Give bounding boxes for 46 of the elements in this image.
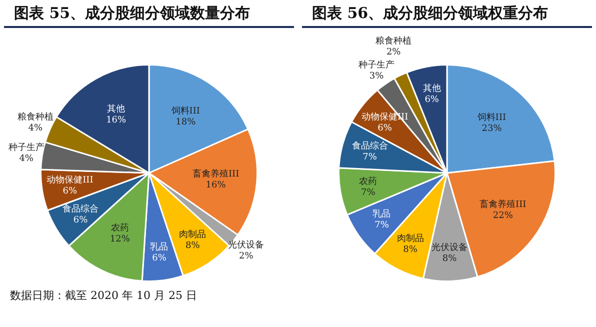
slice-label: 乳品 (372, 208, 391, 220)
slice-label: 种子生产 (358, 60, 395, 70)
slice-label: 农药 (110, 222, 129, 234)
data-label: 23% (482, 124, 502, 134)
slice-label: 畜禽养殖III (192, 168, 240, 180)
slice-label: 乳品 (150, 241, 168, 252)
data-label: 7% (362, 152, 378, 162)
text: 数据日期：截至 2020 年 10 月 25 日 (10, 288, 198, 303)
chart-title: 图表 56、成分股细分领域权重分布 (302, 0, 592, 28)
data-label: 7% (374, 220, 390, 230)
slice-label: 畜禽养殖III (480, 199, 527, 210)
data-label: 16% (106, 115, 127, 126)
chart-title: 图表 55、成分股细分领域数量分布 (4, 0, 294, 28)
slice-label: 肉制品 (179, 228, 206, 240)
data-label: 12% (110, 234, 130, 244)
data-label: 4% (19, 154, 34, 164)
slice-label: 粮食种植 (17, 112, 54, 123)
data-label: 18% (176, 118, 196, 128)
slice-label: 食品综合 (62, 203, 98, 214)
data-label: 2% (386, 48, 402, 58)
slice-label: 动物保健III (46, 174, 94, 186)
slice-label: 食品综合 (352, 140, 388, 152)
slice-label: 种子生产 (8, 142, 44, 154)
data-label: 4% (28, 124, 43, 134)
data-label: 8% (186, 240, 200, 251)
data-label: 8% (442, 254, 458, 264)
data-label: 7% (360, 188, 376, 198)
slice-label: 其他 (422, 83, 441, 94)
data-label: 16% (206, 180, 226, 190)
data-label: 6% (73, 215, 88, 226)
slice-label: 农药 (359, 176, 378, 187)
data-label: 6% (378, 123, 392, 134)
slice-label: 饲料III (476, 112, 507, 123)
slice-label: 光伏设备 (228, 239, 264, 250)
slice-label: 其他 (107, 103, 126, 114)
data-label: 3% (369, 72, 384, 82)
data-label: 6% (62, 186, 78, 197)
slice-label: 粮食种植 (376, 36, 412, 47)
data-label: 8% (403, 245, 418, 256)
slice-label: 饲料III (170, 106, 200, 117)
data-label: 2% (239, 251, 254, 262)
slice-label: 肉制品 (396, 233, 424, 244)
data-label: 6% (424, 95, 440, 106)
slice-label: 光伏设备 (432, 242, 468, 253)
data-label: 6% (152, 253, 167, 264)
data-label: 22% (492, 211, 514, 222)
